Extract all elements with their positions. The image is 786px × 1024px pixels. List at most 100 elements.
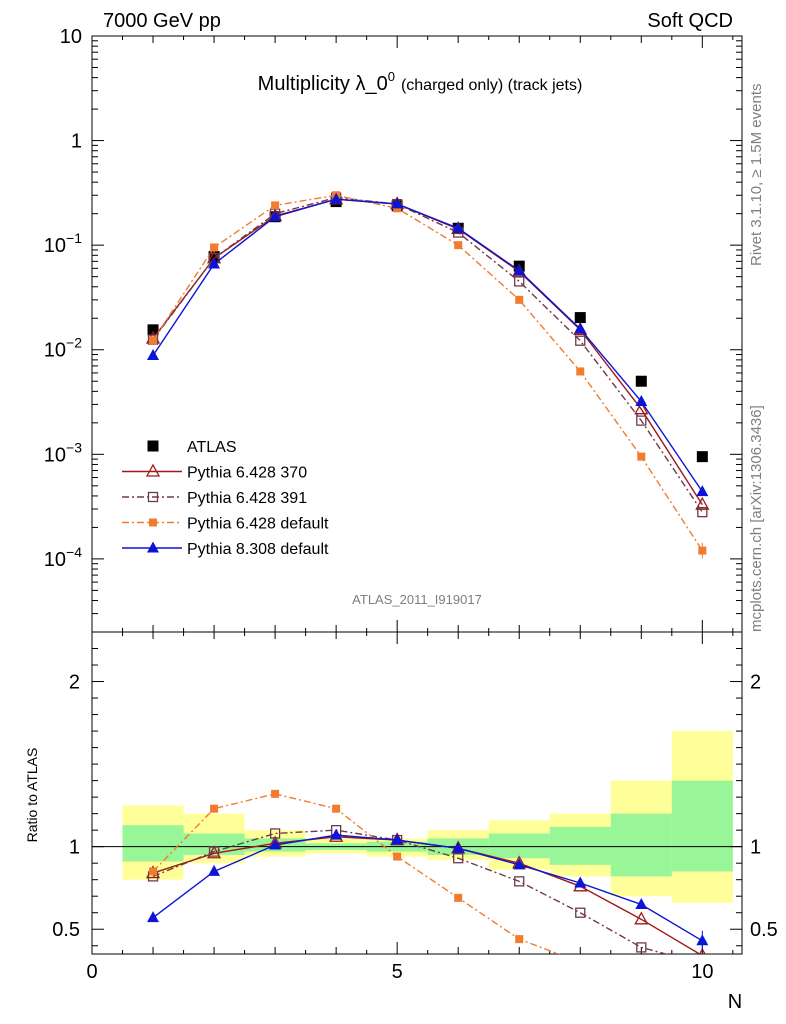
- main-data-point: [269, 210, 282, 222]
- ratio-y-tick-label-right: 1: [750, 837, 761, 859]
- ratio-data-point: [269, 828, 281, 839]
- legend-label: Pythia 6.428 default: [187, 516, 329, 533]
- main-data-point: [514, 276, 525, 287]
- main-data-point: [515, 295, 524, 304]
- main-data-point: [696, 451, 708, 463]
- y-tick-label: 10: [60, 26, 82, 48]
- ratio-series-line: [152, 834, 703, 942]
- main-data-point: [575, 335, 586, 346]
- ratio-data-point: [391, 833, 404, 845]
- main-series: [145, 191, 710, 510]
- y-tick-label: 10−2: [44, 335, 82, 362]
- main-data-point: [576, 367, 585, 376]
- x-axis-label: N: [728, 991, 742, 1013]
- ratio-data-point: [271, 789, 280, 798]
- main-data-point: [634, 401, 649, 415]
- ratio-data-point: [576, 958, 584, 966]
- main-data-point: [696, 485, 709, 497]
- ratio-data-point: [515, 935, 524, 944]
- ratio-data-point: [636, 942, 647, 953]
- x-tick-label: 10: [691, 961, 713, 983]
- main-data-point: [635, 394, 648, 406]
- ratio-y-axis-label: Ratio to ATLAS: [24, 748, 40, 843]
- plot-title-sup: 0: [388, 69, 395, 84]
- y-tick-label: 10−1: [44, 230, 82, 257]
- ratio-data-point: [635, 897, 648, 909]
- ratio-series-line: [152, 829, 669, 954]
- legend-marker: [147, 491, 159, 503]
- ratio-data-point: [513, 858, 526, 870]
- main-data-point: [208, 257, 221, 269]
- band-inner-bin: [183, 833, 245, 855]
- ratio-data-point: [269, 838, 282, 850]
- legend-marker: [149, 518, 157, 527]
- y-tick-label: 10−3: [44, 439, 82, 466]
- main-data-point: [210, 243, 219, 252]
- main-data-point: [635, 375, 647, 387]
- ratio-y-tick-label: 2: [69, 672, 80, 694]
- legend-label: Pythia 8.308 default: [187, 541, 329, 558]
- legend-label: Pythia 6.428 391: [187, 490, 307, 507]
- x-tick-label: 5: [392, 961, 403, 983]
- ratio-series: [147, 828, 709, 946]
- ratio-data-point: [208, 864, 221, 876]
- main-data-point: [147, 349, 160, 361]
- uncertainty-band: [122, 731, 733, 903]
- axes: 0 5 10 10−4 10−3 10−2 10−1 1 10 0.5 0.5 1 1 2 2: [44, 26, 778, 983]
- main-series-line: [152, 198, 703, 506]
- y-tick-label: 1: [71, 131, 82, 153]
- legend-marker: [147, 541, 159, 553]
- main-data-point: [697, 506, 708, 518]
- ratio-data-point: [210, 804, 219, 813]
- main-series-line: [152, 196, 703, 513]
- band-inner-bin: [122, 825, 184, 862]
- legend-entry: Pythia 6.428 391: [122, 490, 307, 507]
- ratio-data-point: [574, 876, 587, 888]
- band-inner-bin: [610, 813, 672, 877]
- ratio-data-point: [575, 907, 586, 918]
- x-tick-label: 0: [86, 961, 97, 983]
- main-data-point: [574, 322, 587, 334]
- main-data-point: [271, 201, 280, 210]
- ratio-data-point: [147, 911, 160, 923]
- ratio-data-point: [332, 804, 341, 813]
- ratio-y-tick-label-right: 0.5: [750, 919, 778, 941]
- main-data-point: [454, 241, 463, 250]
- ratio-data-point: [330, 828, 343, 840]
- main-data-point: [637, 452, 646, 461]
- legend-entry: Pythia 6.428 370: [122, 463, 307, 482]
- main-data-point: [147, 324, 159, 336]
- ratio-data-point: [208, 846, 220, 857]
- ratio-data-point: [393, 852, 402, 861]
- legend: ATLAS Pythia 6.428 370 Pythia 6.428 391 Pyt…: [122, 439, 329, 558]
- main-data-point: [636, 415, 647, 426]
- band-inner-bin: [488, 833, 550, 859]
- main-data-point: [574, 312, 586, 324]
- legend-entry: Pythia 6.428 default: [122, 516, 329, 533]
- rivet-label: Rivet 3.1.10, ≥ 1.5M events: [748, 84, 765, 267]
- ratio-y-tick-label: 1: [69, 837, 80, 859]
- ratio-data-point: [637, 976, 645, 984]
- analysis-id-label: ATLAS_2011_I919017: [352, 592, 482, 607]
- ratio-data-point: [454, 893, 463, 902]
- main-data-point: [330, 192, 343, 204]
- mcplots-label: mcplots.cern.ch [arXiv:1306.3436]: [748, 405, 765, 632]
- legend-label: ATLAS: [187, 439, 237, 456]
- header-left-label: 7000 GeV pp: [103, 10, 221, 32]
- ratio-data-point: [149, 867, 158, 876]
- main-data-point: [513, 264, 526, 276]
- ratio-y-tick-label-right: 2: [750, 672, 761, 694]
- band-inner-bin: [671, 780, 733, 872]
- plot-title-suffix: (charged only) (track jets): [401, 77, 582, 94]
- ratio-data-point: [634, 911, 649, 925]
- legend-entry: Pythia 8.308 default: [122, 541, 329, 558]
- ratio-data-point: [514, 876, 525, 887]
- ratio-y-tick-label: 0.5: [52, 919, 80, 941]
- main-series: [147, 192, 709, 497]
- legend-marker: [145, 463, 161, 477]
- y-tick-label: 10−4: [44, 544, 82, 571]
- plot-title: Multiplicity λ_00 (charged only) (track j…: [258, 69, 583, 95]
- main-data-point: [208, 250, 220, 262]
- main-data-point: [149, 336, 158, 345]
